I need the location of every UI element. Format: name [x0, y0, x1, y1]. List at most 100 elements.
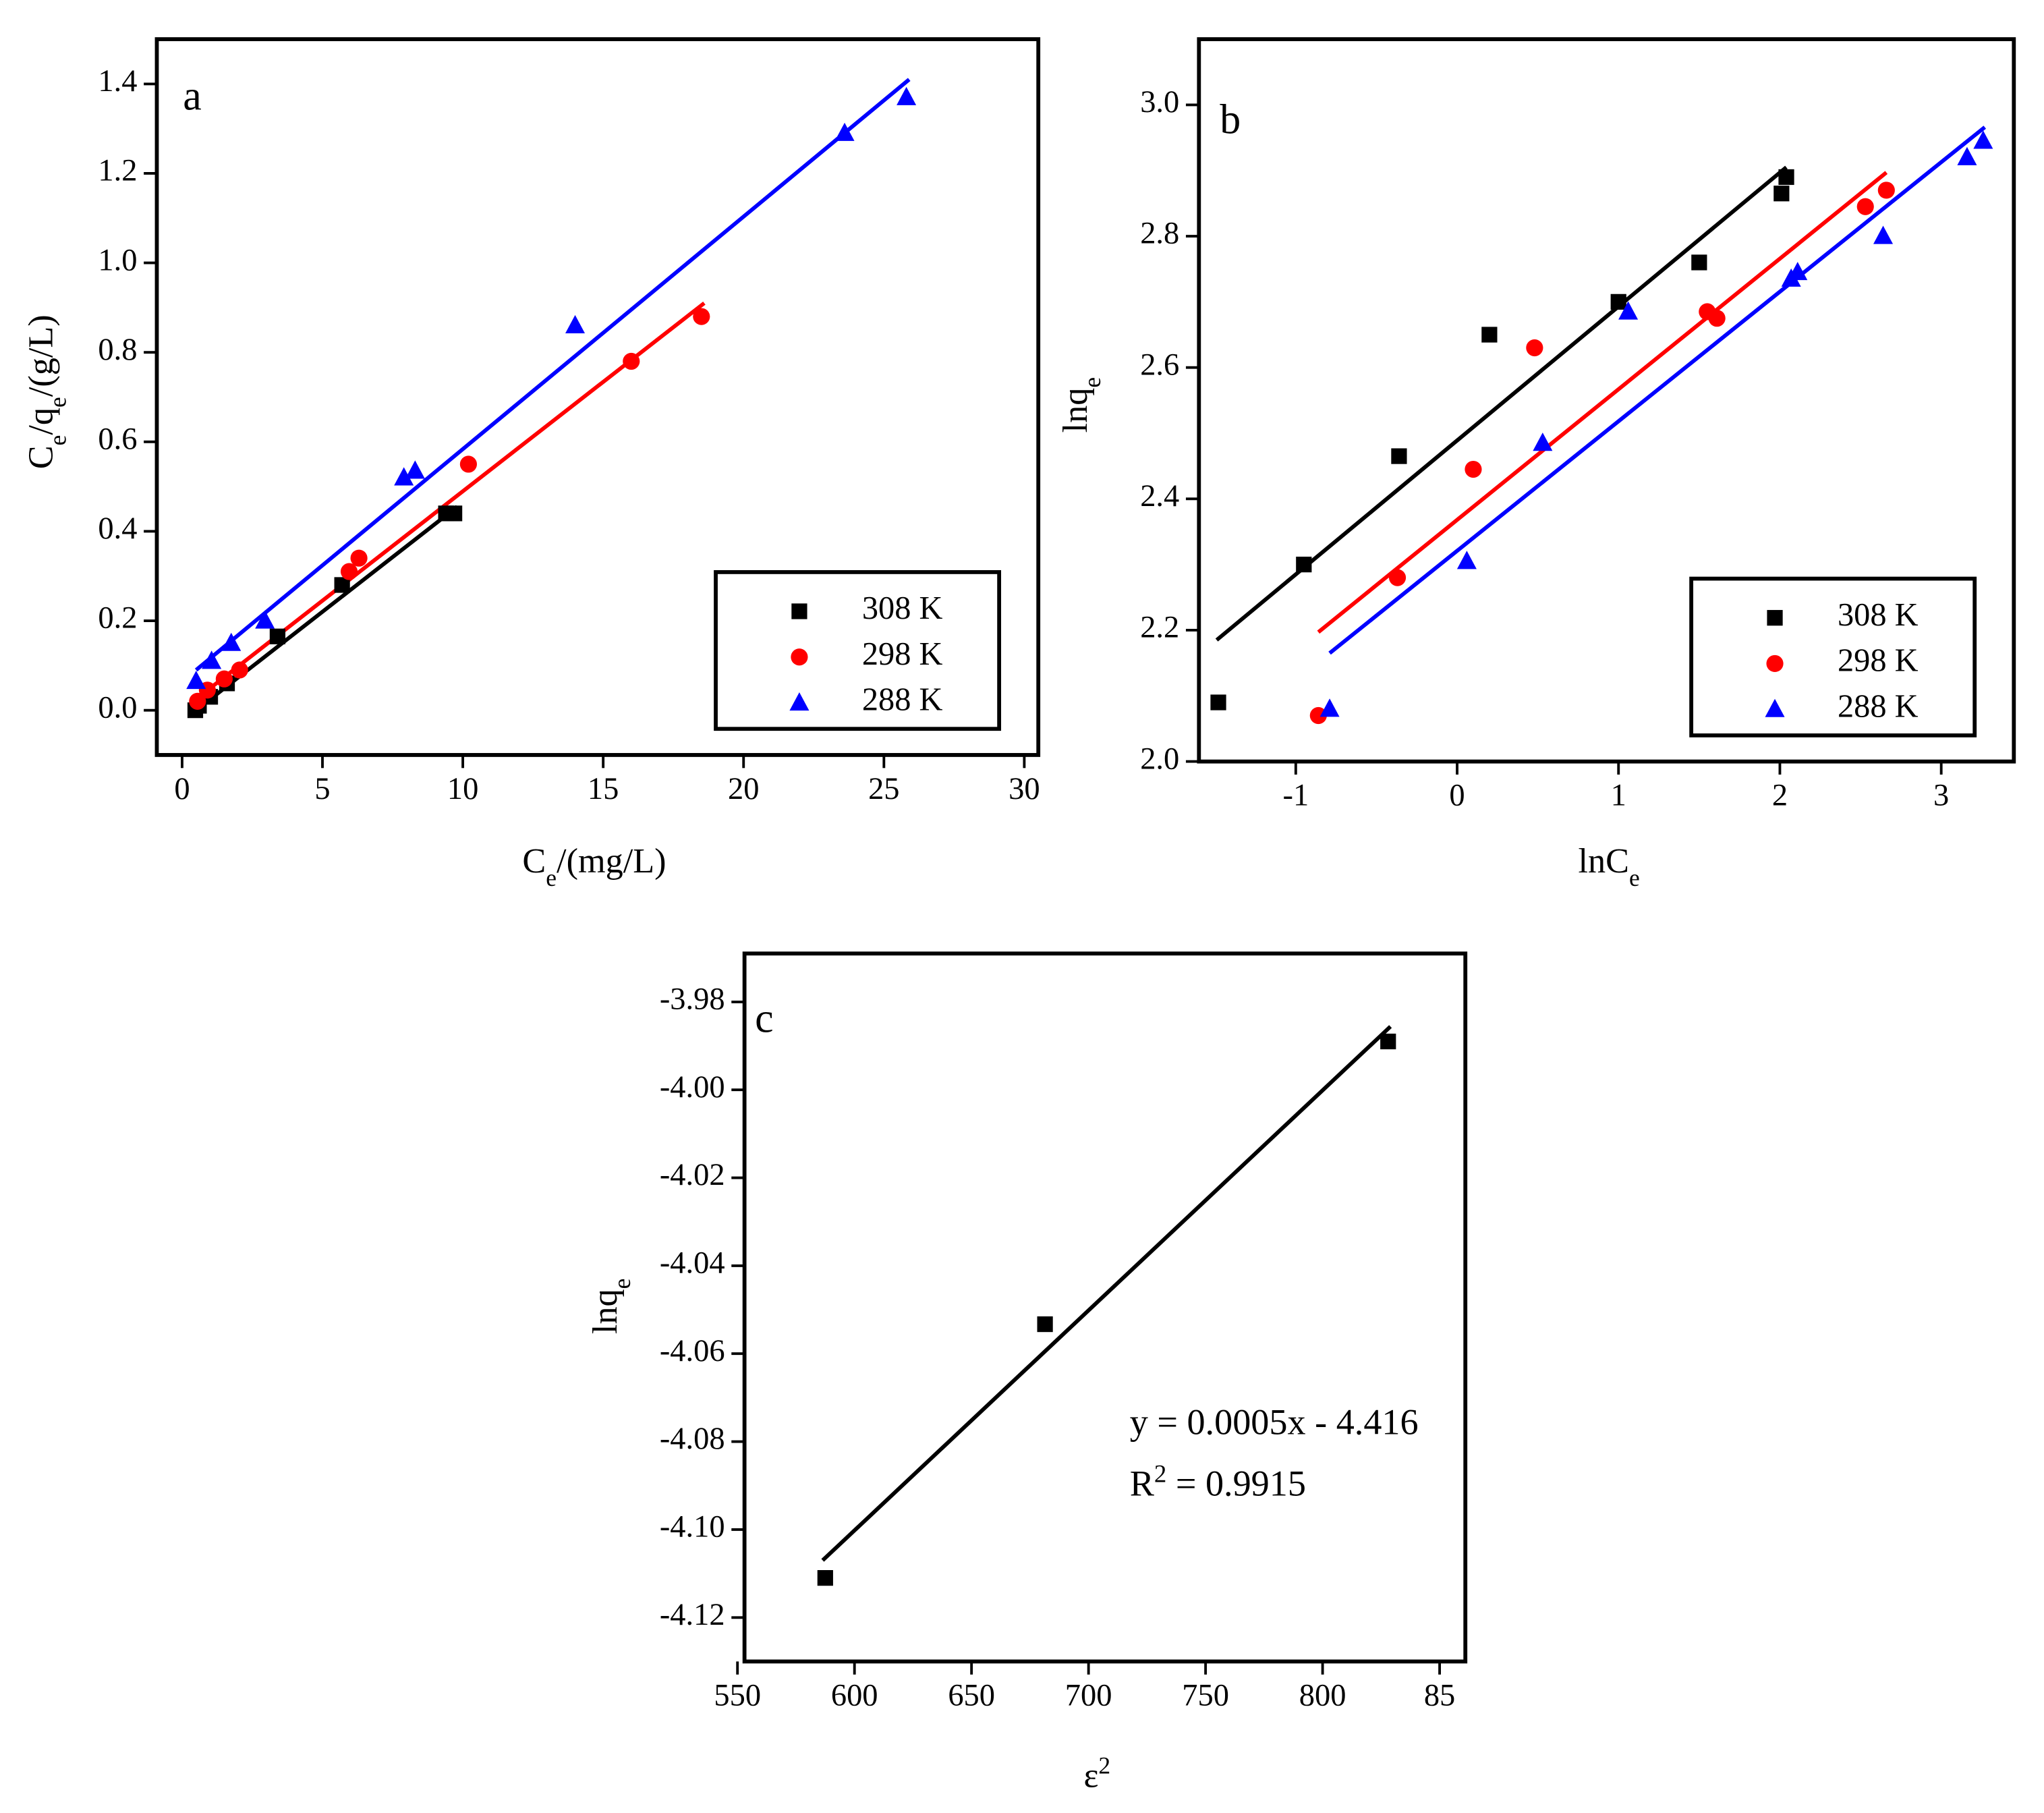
marker-square	[334, 577, 350, 593]
text-part: ε	[1083, 1756, 1098, 1795]
marker-triangle	[1765, 698, 1785, 717]
text-part: /(mg/L)	[557, 841, 666, 881]
text-part: e	[608, 1279, 635, 1289]
marker-triangle	[1533, 433, 1553, 451]
text-part: y = 0.0005x - 4.416	[1130, 1402, 1419, 1443]
y-tick-label: 0.4	[98, 511, 137, 546]
legend-label: 308 K	[862, 590, 943, 626]
x-tick-label: 15	[588, 772, 619, 806]
y-tick-label: -4.02	[660, 1158, 725, 1192]
marker-circle	[231, 661, 248, 679]
marker-square	[269, 628, 286, 644]
text-part: /(g/L)	[22, 314, 61, 397]
marker-square	[791, 603, 807, 619]
x-tick-label: 0	[174, 772, 190, 806]
marker-circle	[1388, 569, 1407, 586]
marker-circle	[1526, 339, 1543, 357]
marker-square	[1210, 694, 1226, 710]
text-part: e	[1629, 864, 1640, 891]
x-tick-label: 25	[868, 772, 899, 806]
marker-circle	[189, 692, 206, 710]
plot-frame	[1197, 37, 2016, 764]
text-part: lnq	[1056, 388, 1095, 433]
y-tick-label: 2.6	[1140, 347, 1179, 382]
x-tick-label: 2	[1772, 778, 1788, 812]
y-tick-label: 0.0	[98, 690, 137, 725]
y-tick-label: -3.98	[660, 982, 725, 1017]
text-part: 2	[1098, 1752, 1110, 1779]
text-part: e	[546, 864, 557, 891]
legend-label: 288 K	[1838, 688, 1919, 724]
marker-triangle	[1973, 130, 1993, 149]
marker-triangle	[221, 632, 242, 651]
fit-line	[194, 505, 459, 712]
y-tick-label: -4.06	[660, 1334, 725, 1368]
marker-square	[817, 1569, 833, 1586]
x-tick-label: 85	[1424, 1678, 1455, 1712]
x-tick-label: 30	[1009, 772, 1040, 806]
y-tick-label: 2.2	[1140, 611, 1179, 645]
x-tick-label: 600	[831, 1678, 878, 1712]
text-part: /q	[22, 408, 61, 435]
plot-frame	[154, 37, 1041, 757]
text-part: C	[522, 841, 546, 881]
y-axis-label: Ce/qe/(g/L)	[22, 314, 72, 469]
x-tick-label: 0	[1449, 778, 1465, 812]
marker-square	[1610, 294, 1626, 310]
legend: 308 K 298 K 288 K	[714, 570, 1002, 731]
marker-triangle	[1873, 225, 1894, 244]
marker-triangle	[1957, 146, 1977, 165]
marker-circle	[693, 308, 710, 325]
marker-triangle	[1788, 262, 1808, 281]
panel-label: a	[183, 74, 202, 119]
y-tick-label: -4.00	[660, 1070, 725, 1105]
y-tick-label: 2.8	[1140, 217, 1179, 251]
marker-circle	[623, 352, 640, 370]
text-part: 2	[1154, 1459, 1166, 1487]
y-tick-label: 0.2	[98, 601, 137, 636]
marker-triangle	[1456, 551, 1477, 569]
marker-square	[1380, 1033, 1396, 1050]
marker-square	[1296, 557, 1312, 573]
x-tick-label: 550	[714, 1678, 761, 1712]
marker-square	[1037, 1316, 1053, 1333]
x-axis-label: ε2	[1083, 1752, 1110, 1795]
marker-triangle	[565, 314, 586, 334]
y-axis-label: lnqe	[586, 1279, 635, 1335]
marker-circle	[340, 563, 358, 580]
annotation: R2 = 0.9915	[1130, 1459, 1306, 1503]
marker-circle	[215, 670, 233, 688]
marker-triangle	[202, 650, 222, 669]
marker-square	[1691, 254, 1707, 271]
marker-circle	[1877, 182, 1895, 199]
legend-label: 288 K	[862, 682, 943, 718]
x-tick-label: 3	[1933, 778, 1949, 812]
fit-line	[1317, 171, 1888, 634]
x-tick-label: 1	[1611, 778, 1626, 812]
fit-line	[194, 78, 911, 672]
marker-triangle	[186, 671, 206, 690]
x-tick-label: 10	[447, 772, 478, 806]
annotation: y = 0.0005x - 4.416	[1130, 1402, 1419, 1443]
y-tick-label: 2.0	[1140, 742, 1179, 776]
y-axis-label: lnqe	[1056, 377, 1106, 433]
marker-triangle	[897, 86, 917, 105]
marker-triangle	[1319, 698, 1340, 717]
x-tick-label: 650	[948, 1678, 995, 1712]
legend-label: 298 K	[862, 636, 943, 672]
marker-circle	[1766, 654, 1784, 673]
marker-square	[1391, 448, 1407, 464]
text-part: lnC	[1579, 841, 1630, 881]
legend: 308 K 298 K 288 K	[1689, 576, 1977, 737]
x-tick-label: 20	[728, 772, 759, 806]
x-axis-label: Ce/(mg/L)	[522, 841, 666, 891]
x-tick-label: 5	[314, 772, 330, 806]
text-part: R	[1130, 1463, 1155, 1504]
plot-frame	[742, 951, 1468, 1664]
y-tick-label: -4.08	[660, 1422, 725, 1456]
marker-triangle	[834, 122, 855, 141]
text-part: e	[45, 435, 72, 446]
marker-square	[1773, 186, 1790, 202]
x-axis-label: lnCe	[1579, 841, 1640, 891]
